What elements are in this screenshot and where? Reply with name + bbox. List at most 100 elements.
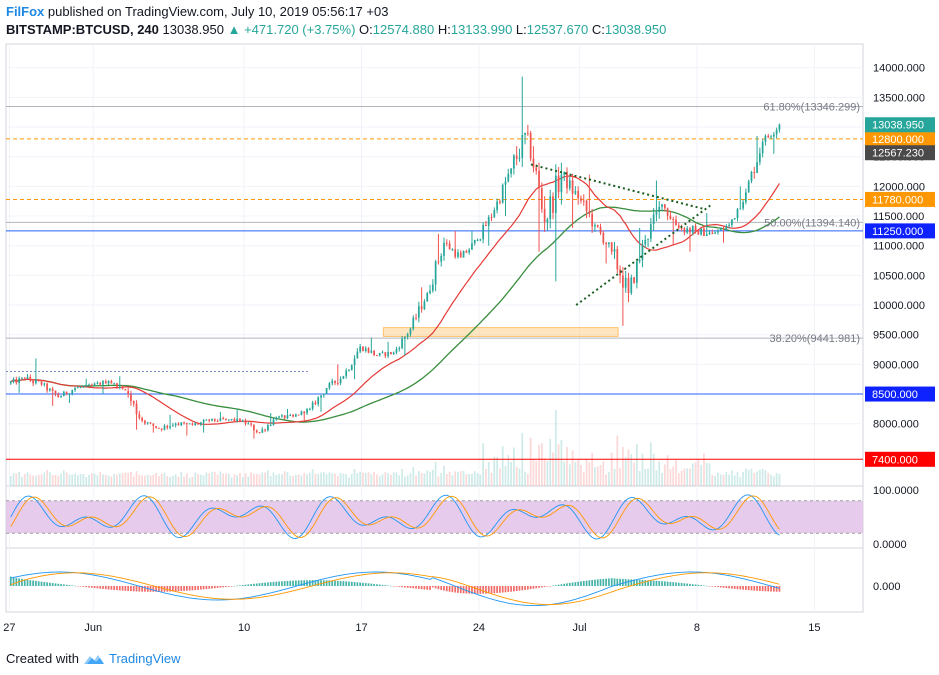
candle-body <box>482 224 485 240</box>
volume-bar <box>703 453 705 486</box>
macd-histogram-bar <box>362 582 364 586</box>
time-axis-tick: 10 <box>238 622 250 634</box>
volume-bar <box>216 474 219 486</box>
candle-body <box>9 381 12 384</box>
candle-body <box>677 225 680 228</box>
volume-bar <box>465 474 468 486</box>
volume-bar <box>65 472 68 486</box>
macd-histogram-bar <box>627 579 630 586</box>
candle-body <box>194 423 197 425</box>
slow-moving-average-line <box>10 206 780 423</box>
macd-histogram-bar <box>373 583 375 586</box>
volume-bar <box>616 435 619 486</box>
candle-body <box>12 378 15 382</box>
volume-bar <box>627 449 630 486</box>
volume-bar <box>535 460 538 486</box>
macd-histogram-bar <box>602 578 605 586</box>
volume-bar <box>269 476 272 486</box>
volume-bar <box>700 464 703 486</box>
volume-bar <box>283 471 286 486</box>
macd-histogram-bar <box>135 586 138 592</box>
volume-bar <box>591 452 594 486</box>
macd-histogram-bar <box>37 581 40 586</box>
candle-body <box>591 213 594 227</box>
volume-bar <box>571 450 574 486</box>
volume-bar <box>339 473 342 486</box>
candle-body <box>294 414 297 417</box>
macd-histogram-bar <box>283 581 286 586</box>
macd-histogram-bar <box>320 580 322 586</box>
candle-body <box>764 135 767 142</box>
volume-bar <box>661 472 663 486</box>
candle-body <box>596 224 599 227</box>
macd-histogram-bar <box>722 586 725 588</box>
candle-body <box>471 243 473 250</box>
macd-histogram-bar <box>183 586 185 591</box>
stoch-d-line <box>10 495 780 539</box>
candle-body <box>172 425 174 427</box>
macd-histogram-bar <box>185 586 188 591</box>
candle-body <box>60 396 62 398</box>
candle-body <box>700 228 703 235</box>
candle-body <box>476 239 479 241</box>
candle-body <box>563 171 566 175</box>
macd-histogram-bar <box>605 578 607 586</box>
macd-histogram-bar <box>476 586 479 594</box>
volume-bar <box>705 462 708 486</box>
macd-histogram-bar <box>739 586 742 590</box>
macd-histogram-bar <box>233 585 236 587</box>
ma-price-label-box <box>865 145 935 161</box>
author-name[interactable]: FilFox <box>6 4 45 19</box>
candle-body <box>370 350 373 353</box>
macd-histogram-bar <box>566 583 568 586</box>
volume-bar <box>666 455 669 486</box>
candle-body <box>515 155 518 159</box>
volume-bar <box>758 469 761 486</box>
macd-histogram-bar <box>177 586 180 592</box>
candle-body <box>554 175 557 213</box>
volume-bar <box>384 472 387 486</box>
macd-histogram-bar <box>415 586 417 589</box>
candle-body <box>342 376 345 379</box>
candle-body <box>135 403 138 415</box>
candle-body <box>714 232 717 234</box>
volume-bar <box>554 410 557 486</box>
volume-bar <box>457 472 459 486</box>
volume-bar <box>594 467 596 486</box>
macd-histogram-bar <box>538 586 540 588</box>
level-price-label: 11250.000 <box>872 226 923 238</box>
volume-bar <box>526 474 529 486</box>
candle-body <box>244 420 247 424</box>
level-price-label-box <box>865 191 935 207</box>
macd-histogram-bar <box>353 582 356 586</box>
macd-histogram-bar <box>225 586 227 587</box>
volume-bar <box>736 471 739 486</box>
symbol-label[interactable]: BITSTAMP:BTCUSD, 240 <box>6 22 159 37</box>
candle-body <box>532 158 535 168</box>
macd-histogram-bar <box>261 582 264 586</box>
macd-histogram-bar <box>370 583 373 586</box>
volume-bar <box>739 477 742 486</box>
candle-body <box>390 352 392 354</box>
candle-body <box>666 208 669 216</box>
tradingview-link[interactable]: TradingView <box>108 651 181 666</box>
volume-bar <box>636 444 638 486</box>
candle-body <box>747 181 750 193</box>
volume-bar <box>359 471 362 486</box>
candle-body <box>283 415 286 419</box>
macd-histogram-bar <box>445 586 448 592</box>
candle-body <box>529 132 532 159</box>
time-axis-tick: 8 <box>694 622 700 634</box>
candle-body <box>465 250 468 253</box>
candle-body <box>118 386 121 388</box>
volume-bar <box>742 471 744 486</box>
macd-histogram-bar <box>471 586 473 594</box>
candle-body <box>43 383 46 385</box>
volume-bar <box>714 475 717 486</box>
candle-body <box>409 328 412 335</box>
macd-histogram-bar <box>297 580 300 586</box>
macd-histogram-bar <box>661 581 663 586</box>
volume-bar <box>731 470 733 486</box>
level-price-label: 11780.000 <box>872 194 923 206</box>
